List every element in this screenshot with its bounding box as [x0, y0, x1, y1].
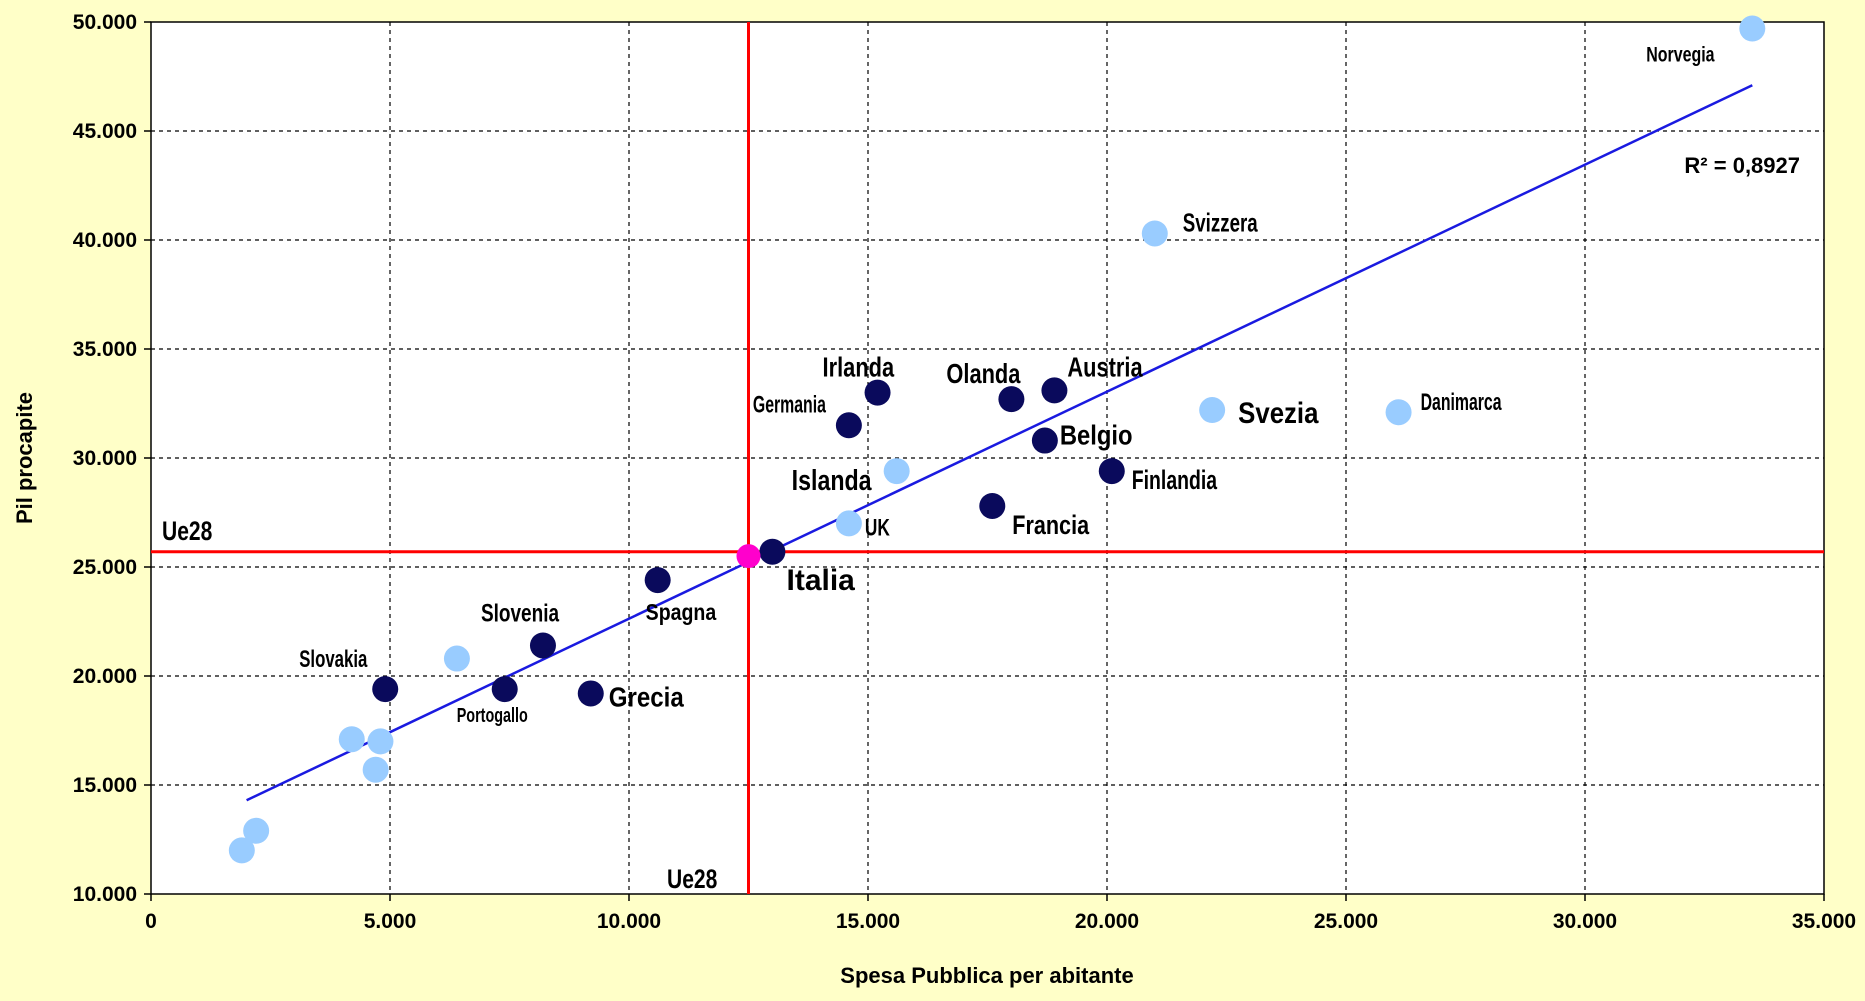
- reference-layer: Ue28 Ue28: [151, 22, 1824, 895]
- y-tick-label: 35.000: [73, 338, 137, 361]
- point-label-belgio: Belgio: [1060, 419, 1133, 451]
- tick-labels: 0 5.000 10.000 15.000 20.000 25.000 30.000 35.0…: [73, 11, 1856, 933]
- point-label-finlandia: Finlandia: [1132, 465, 1218, 495]
- point-francia: [979, 492, 1006, 519]
- point-unlabeled: [367, 728, 394, 755]
- point-danimarca: [1385, 399, 1412, 426]
- grid-lines: [144, 21, 1825, 901]
- point-label-danimarca: Danimarca: [1421, 390, 1503, 416]
- point-unlabeled: [362, 756, 389, 783]
- x-tick-label: 10.000: [597, 910, 661, 933]
- point-label-svizzera: Svizzera: [1183, 207, 1258, 237]
- point-portogallo: [491, 676, 518, 703]
- point-label-svezia: Svezia: [1238, 396, 1319, 429]
- y-tick-label: 45.000: [73, 120, 137, 143]
- y-axis-title: Pil procapite: [12, 392, 37, 524]
- point-spagna: [644, 567, 671, 594]
- point-belgio: [1031, 427, 1058, 454]
- x-tick-label: 20.000: [1075, 910, 1139, 933]
- y-tick-label: 30.000: [73, 447, 137, 470]
- point-label-uk: UK: [865, 515, 890, 541]
- x-tick-label: 35.000: [1792, 910, 1856, 933]
- point-slovenia: [529, 632, 556, 659]
- point-label-slovenia: Slovenia: [481, 599, 560, 627]
- y-tick-label: 25.000: [73, 556, 137, 579]
- point-unlabeled: [759, 538, 786, 565]
- point-unlabeled: [243, 817, 270, 844]
- point-unlabeled: [228, 837, 255, 864]
- point-label-norvegia: Norvegia: [1646, 42, 1715, 66]
- point-svizzera: [1141, 220, 1168, 247]
- point-label-islanda: Islanda: [792, 464, 872, 497]
- point-unlabeled: [338, 726, 365, 753]
- point-label-grecia: Grecia: [609, 681, 684, 713]
- point-label-francia: Francia: [1012, 511, 1089, 541]
- point-label-germania: Germania: [753, 392, 827, 418]
- y-tick-label: 20.000: [73, 665, 137, 688]
- point-label-slovakia: Slovakia: [299, 646, 368, 673]
- point-label-austria: Austria: [1067, 352, 1143, 383]
- point-slovakia: [372, 676, 399, 703]
- r-squared-label: R² = 0,8927: [1684, 153, 1800, 178]
- point-svezia: [1199, 397, 1226, 424]
- ue28-vertical-label: Ue28: [667, 865, 717, 895]
- point-germania: [835, 412, 862, 439]
- point-olanda: [998, 386, 1025, 413]
- x-axis-title: Spesa Pubblica per abitante: [840, 963, 1133, 988]
- ue28-horizontal-label: Ue28: [162, 517, 212, 547]
- y-tick-label: 40.000: [73, 229, 137, 252]
- point-label-portogallo: Portogallo: [457, 704, 528, 727]
- point-unlabeled: [443, 645, 470, 672]
- y-tick-label: 50.000: [73, 11, 137, 34]
- x-tick-label: 5.000: [364, 910, 417, 933]
- point-label-irlanda: Irlanda: [823, 352, 895, 383]
- x-tick-label: 30.000: [1553, 910, 1617, 933]
- point-uk: [835, 510, 862, 537]
- y-tick-label: 10.000: [73, 883, 137, 906]
- point-label-spagna: Spagna: [646, 600, 717, 626]
- point-irlanda: [864, 379, 891, 406]
- point-norvegia: [1739, 15, 1766, 42]
- x-tick-label: 0: [145, 910, 157, 933]
- points-layer: [228, 15, 1766, 864]
- point-grecia: [577, 680, 604, 707]
- x-tick-label: 15.000: [836, 910, 900, 933]
- y-tick-label: 15.000: [73, 774, 137, 797]
- point-finlandia: [1098, 458, 1125, 485]
- x-tick-label: 25.000: [1314, 910, 1378, 933]
- point-labels-layer: Irlanda Germania Olanda Austria Belgio Finlan…: [299, 42, 1715, 726]
- point-islanda: [883, 458, 910, 485]
- point-austria: [1041, 377, 1068, 404]
- point-label-italia: Italia: [787, 564, 856, 597]
- point-label-olanda: Olanda: [946, 359, 1021, 390]
- point-italia: [736, 544, 761, 569]
